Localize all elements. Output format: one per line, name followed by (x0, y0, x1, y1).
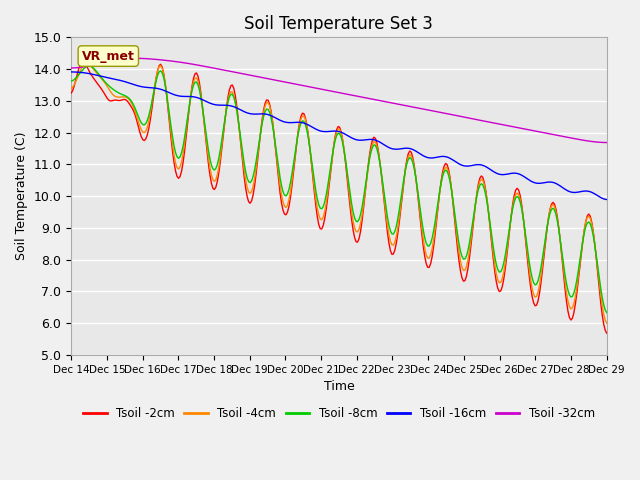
Legend: Tsoil -2cm, Tsoil -4cm, Tsoil -8cm, Tsoil -16cm, Tsoil -32cm: Tsoil -2cm, Tsoil -4cm, Tsoil -8cm, Tsoi… (79, 402, 600, 425)
Text: VR_met: VR_met (82, 49, 135, 62)
Y-axis label: Soil Temperature (C): Soil Temperature (C) (15, 132, 28, 261)
Title: Soil Temperature Set 3: Soil Temperature Set 3 (244, 15, 433, 33)
X-axis label: Time: Time (324, 380, 355, 393)
